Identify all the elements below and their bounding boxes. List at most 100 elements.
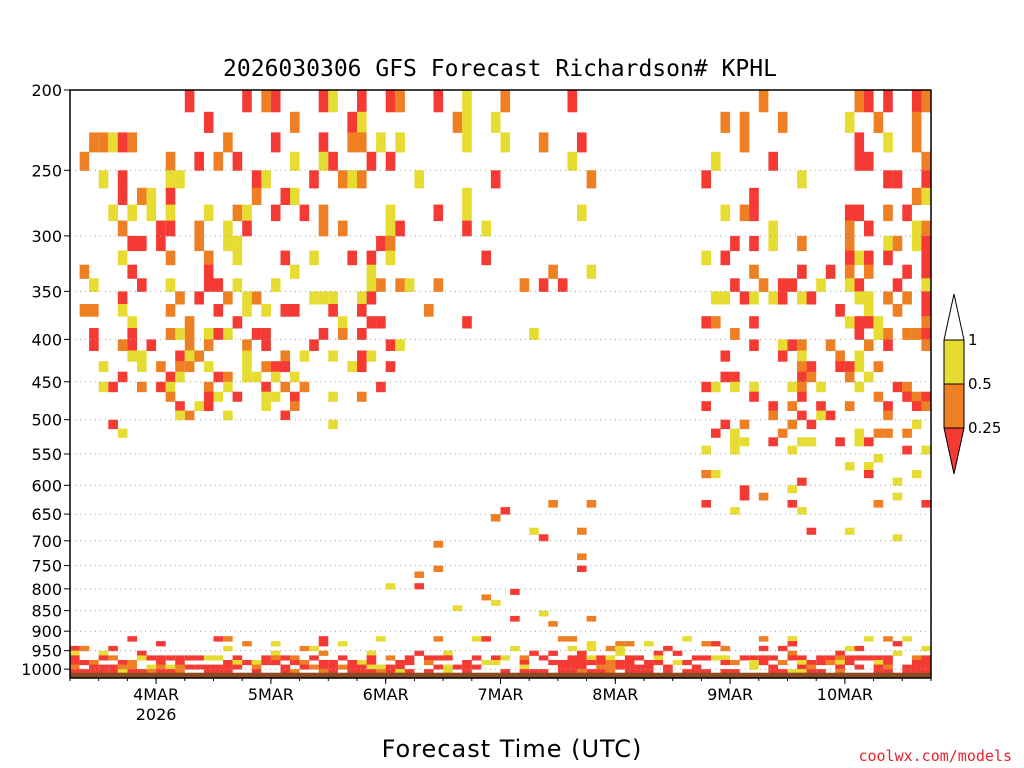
heatmap-cell xyxy=(127,132,137,153)
heatmap-cell xyxy=(844,527,855,535)
heatmap-cell xyxy=(711,655,721,661)
heatmap-cell xyxy=(385,655,396,661)
heatmap-cell xyxy=(711,381,721,393)
heatmap-cell xyxy=(70,669,80,675)
heatmap-cell xyxy=(232,151,243,171)
heatmap-cell xyxy=(318,641,329,647)
heatmap-cell xyxy=(835,664,845,670)
heatmap-cell xyxy=(251,669,262,675)
heatmap-cell xyxy=(921,445,931,455)
heatmap-cell xyxy=(739,437,750,447)
heatmap-cell xyxy=(883,291,893,305)
heatmap-cell xyxy=(644,669,654,675)
heatmap-cell xyxy=(318,291,329,305)
heatmap-cell xyxy=(519,664,530,670)
heatmap-cell xyxy=(758,645,769,652)
heatmap-cell xyxy=(720,660,731,666)
heatmap-cell xyxy=(682,636,692,642)
heatmap-cell xyxy=(117,669,128,675)
heatmap-cell xyxy=(864,264,874,279)
heatmap-cell xyxy=(424,660,434,666)
heatmap-cell xyxy=(261,90,271,113)
heatmap-cell xyxy=(825,264,836,279)
colorbar-label: 0.5 xyxy=(968,375,992,393)
heatmap-cell xyxy=(730,235,740,252)
heatmap-cell xyxy=(223,645,233,652)
heatmap-cell xyxy=(137,235,147,252)
heatmap-cell xyxy=(567,151,578,171)
heatmap-cell xyxy=(203,391,214,402)
heatmap-cell xyxy=(787,445,798,455)
heatmap-cell xyxy=(385,250,396,266)
heatmap-cell xyxy=(89,304,99,317)
heatmap-cell xyxy=(902,445,912,455)
heatmap-cell xyxy=(787,650,798,656)
heatmap-cell xyxy=(251,170,262,189)
heatmap-cell xyxy=(777,111,788,133)
heatmap-cell xyxy=(844,462,855,471)
heatmap-cell xyxy=(203,361,214,373)
heatmap-cell xyxy=(921,151,931,171)
heatmap-cell xyxy=(184,664,195,670)
heatmap-cell xyxy=(156,669,166,675)
heatmap-cell xyxy=(720,371,731,383)
heatmap-cell xyxy=(911,111,922,133)
heatmap-cell xyxy=(806,527,817,535)
y-tick-label: 400 xyxy=(31,330,62,349)
heatmap-cell xyxy=(194,664,204,670)
y-tick-label: 850 xyxy=(31,602,62,621)
heatmap-cell xyxy=(605,660,616,666)
heatmap-cell xyxy=(462,132,472,153)
heatmap-cell xyxy=(806,361,817,373)
heatmap-cell xyxy=(873,111,884,133)
heatmap-cell xyxy=(366,264,377,279)
heatmap-cell xyxy=(175,371,185,383)
heatmap-cell xyxy=(137,278,147,292)
heatmap-cell xyxy=(165,391,176,402)
heatmap-cell xyxy=(290,655,300,661)
heatmap-cell xyxy=(213,151,224,171)
heatmap-cell xyxy=(117,371,128,383)
heatmap-cell xyxy=(261,655,271,661)
heatmap-cell xyxy=(510,588,520,595)
heatmap-cell xyxy=(194,235,204,252)
heatmap-cell xyxy=(873,328,884,340)
heatmap-cell xyxy=(203,339,214,351)
heatmap-cell xyxy=(854,361,865,373)
heatmap-cell xyxy=(902,669,912,675)
heatmap-cell xyxy=(299,660,310,666)
heatmap-cell xyxy=(711,470,721,479)
heatmap-cell xyxy=(184,90,195,113)
heatmap-cell xyxy=(290,371,300,383)
heatmap-cell xyxy=(586,170,597,189)
heatmap-cell xyxy=(385,669,396,675)
heatmap-cell xyxy=(366,660,377,666)
heatmap-cell xyxy=(844,361,855,373)
heatmap-cell xyxy=(892,170,903,189)
heatmap-cell xyxy=(290,111,300,133)
heatmap-cell xyxy=(768,655,778,661)
heatmap-cell xyxy=(242,361,252,373)
heatmap-cell xyxy=(481,250,491,266)
heatmap-cell xyxy=(357,170,367,189)
colorbar-top-arrow xyxy=(943,293,965,341)
heatmap-cell xyxy=(117,187,128,205)
heatmap-cell xyxy=(156,641,166,647)
heatmap-cell xyxy=(127,664,137,670)
heatmap-cell xyxy=(873,316,884,329)
heatmap-cell xyxy=(844,220,855,237)
heatmap-cell xyxy=(232,391,243,402)
heatmap-cell xyxy=(787,641,798,647)
heatmap-cell xyxy=(864,371,874,383)
heatmap-cell xyxy=(462,660,472,666)
heatmap-cell xyxy=(921,235,931,252)
heatmap-cell xyxy=(701,316,711,329)
heatmap-cell xyxy=(682,660,692,666)
heatmap-cell xyxy=(577,132,587,153)
heatmap-cell xyxy=(883,669,893,675)
heatmap-cell xyxy=(146,655,157,661)
heatmap-cell xyxy=(816,381,826,393)
x-tick-label: 6MAR xyxy=(363,685,409,704)
heatmap-cell xyxy=(108,381,118,393)
